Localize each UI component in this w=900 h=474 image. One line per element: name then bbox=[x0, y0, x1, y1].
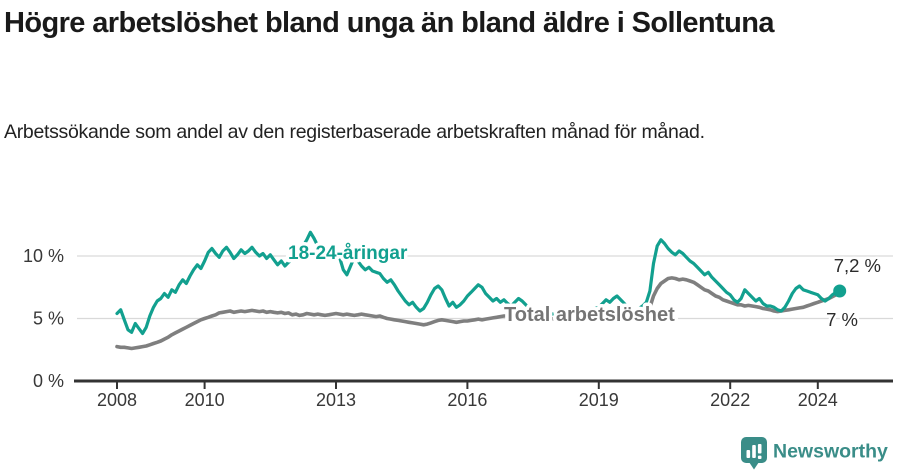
x-tick-label: 2022 bbox=[710, 390, 750, 410]
end-value-label: 7,2 % bbox=[834, 255, 881, 276]
x-tick-label: 2016 bbox=[447, 390, 487, 410]
y-tick-label: 5 % bbox=[33, 309, 64, 329]
end-value-label: 7 % bbox=[826, 309, 858, 330]
x-tick-label: 2013 bbox=[316, 390, 356, 410]
series-line-total bbox=[115, 276, 842, 351]
series-line-youth bbox=[115, 230, 842, 336]
x-tick-label: 2019 bbox=[579, 390, 619, 410]
y-tick-label: 0 % bbox=[33, 371, 64, 391]
chart-subtitle: Arbetssökande som andel av den registerb… bbox=[4, 121, 705, 143]
end-dot bbox=[833, 284, 847, 298]
series-label-youth: 18-24-åringar bbox=[288, 243, 408, 264]
newsworthy-wordmark: Newsworthy bbox=[773, 441, 888, 463]
chart-title: Högre arbetslöshet bland unga än bland ä… bbox=[4, 7, 774, 39]
x-tick-label: 2008 bbox=[97, 390, 137, 410]
y-tick-label: 10 % bbox=[23, 246, 64, 266]
x-tick-label: 2010 bbox=[185, 390, 225, 410]
series-label-total: Total arbetslöshet bbox=[504, 304, 675, 326]
bar-chart-speech-bubble-icon bbox=[741, 437, 767, 470]
newsworthy-logo: Newsworthy bbox=[741, 437, 888, 470]
x-tick-label: 2024 bbox=[798, 390, 838, 410]
